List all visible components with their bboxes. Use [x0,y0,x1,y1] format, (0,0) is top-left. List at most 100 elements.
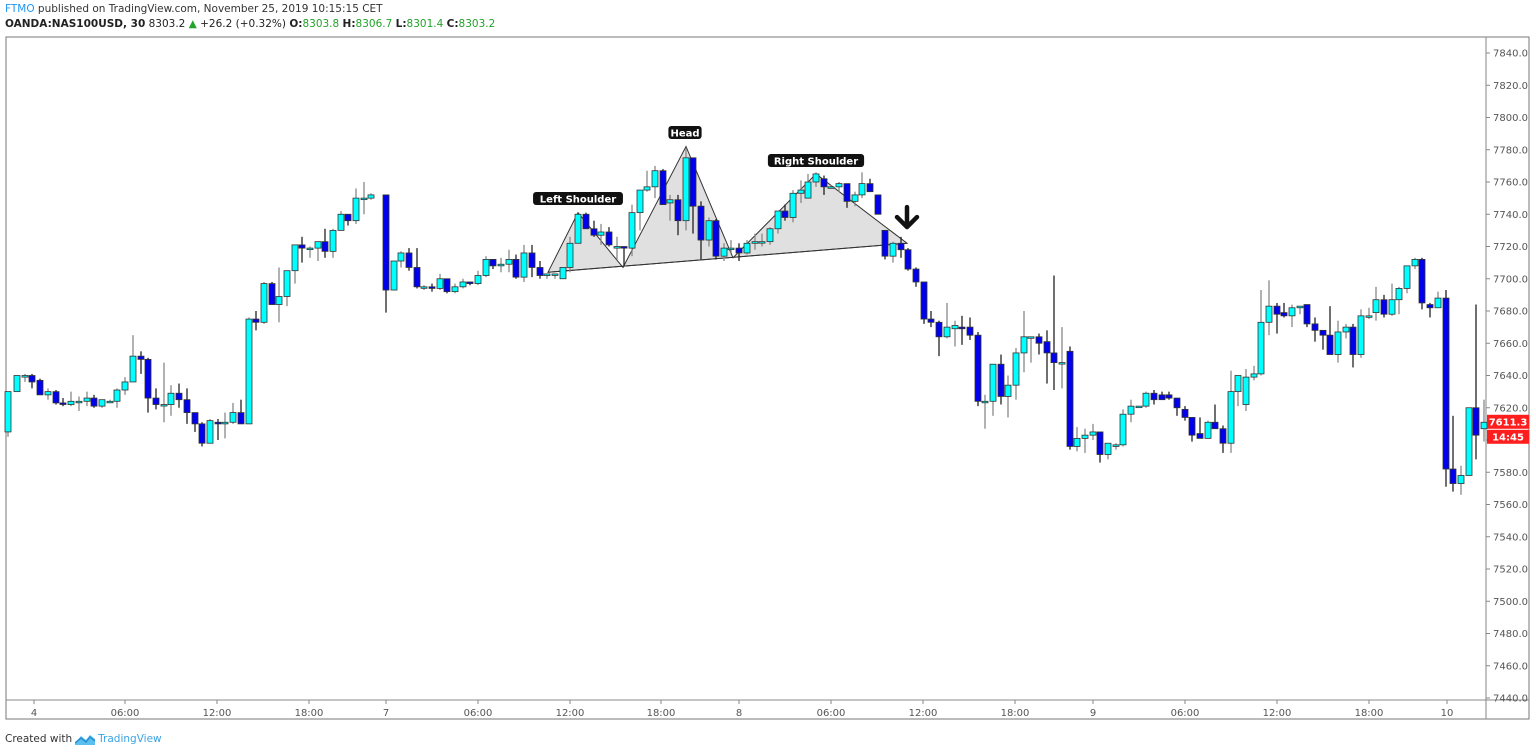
candle-body [28,375,36,383]
candle-body [636,189,644,214]
candle [183,388,191,424]
label-background [668,126,702,139]
candle [1280,302,1288,318]
candle-body [1112,444,1120,447]
candle-body [1250,373,1258,378]
candle-body [291,244,299,272]
candle [659,169,667,205]
candle-body [1027,336,1035,339]
candle [858,172,866,199]
candle-body [283,270,291,297]
candle [1257,290,1265,376]
label-text: Head [670,129,699,140]
x-tick-label: 9 [1090,708,1096,719]
candle [1188,417,1196,442]
author-link[interactable]: FTMO [5,3,35,15]
candle [1334,320,1342,363]
open-label: O: [289,18,303,30]
tradingview-link[interactable]: TradingView [98,733,162,745]
candle [966,317,974,341]
last-price-value: 7611.3 [1489,417,1528,428]
candle [482,256,490,278]
candle [781,204,789,221]
candle-body [466,281,474,284]
candle [360,182,368,215]
candle-body [1380,299,1388,315]
candle [804,173,812,199]
candle-body [1480,421,1488,430]
candle-body [613,246,621,249]
y-tick-label: 7840.0 [1493,49,1528,60]
down-arrow-icon [894,204,920,230]
candle-body [951,325,959,330]
candle-body [390,260,398,291]
x-tick-label: 10 [1441,708,1454,719]
close-label: C: [446,18,459,30]
candle [1357,309,1365,358]
candle-body [712,220,720,257]
candle [543,273,551,279]
candle [428,283,436,292]
candle [666,194,674,221]
x-tick-label: 12:00 [1263,708,1292,719]
candle-body [1196,433,1204,439]
candle [551,273,559,279]
candle [260,281,268,324]
candle [1288,304,1296,328]
candle [682,148,690,231]
candle [497,257,505,273]
candle [436,273,444,291]
candle-body [1442,297,1450,470]
candle-body [44,391,52,396]
candle-body [851,194,859,202]
candle-body [582,213,590,230]
candle [827,185,835,189]
candle [1119,409,1127,447]
pattern-label: Head [668,126,702,140]
candle [643,170,651,192]
last-price: 8303.2 [148,18,186,30]
candle-body [758,241,766,244]
candle-body [160,404,168,407]
price-axis[interactable]: 7840.0 7820.0 7800.0 7780.0 7760.0 7740.0 7720… [1486,49,1528,705]
y-tick-label: 7660.0 [1493,339,1528,350]
candle [245,317,253,425]
time-axis[interactable]: 4 06:00 12:00 18:00 7 06:00 12:00 18:00 8 06:00 12… [31,700,1454,719]
candle-body [1135,405,1143,409]
candle [1173,397,1181,416]
candle-body [144,358,152,399]
candle [1296,305,1304,315]
candle-body [659,170,667,205]
candle-body [536,267,544,276]
last-price-badge [1487,414,1529,429]
candle-body [927,318,935,323]
candle-body [1020,336,1028,354]
candle-body [83,397,91,402]
candle [958,315,966,345]
candle [1127,399,1135,423]
candle-body [1104,442,1112,455]
candle [275,267,283,323]
pattern-annotations: Left Shoulder Head Right Shoulder [533,126,920,230]
candle-body [1357,315,1365,355]
candle-body [781,210,789,218]
candle-body [1096,431,1104,455]
candle [881,229,889,260]
candle [1104,442,1112,460]
candle-body [881,229,889,257]
candle [1418,257,1426,310]
candle-body [774,210,782,230]
candle-body [858,183,866,196]
candle-body [727,247,735,251]
candle-body [1296,305,1304,309]
candle-body [489,258,497,267]
candle [774,210,782,234]
candle-body [1372,299,1380,314]
candle [283,270,291,307]
candle-body [720,247,728,257]
candle [28,373,36,389]
candle [90,394,98,408]
candle-body [352,197,360,222]
candle-body [666,199,674,204]
